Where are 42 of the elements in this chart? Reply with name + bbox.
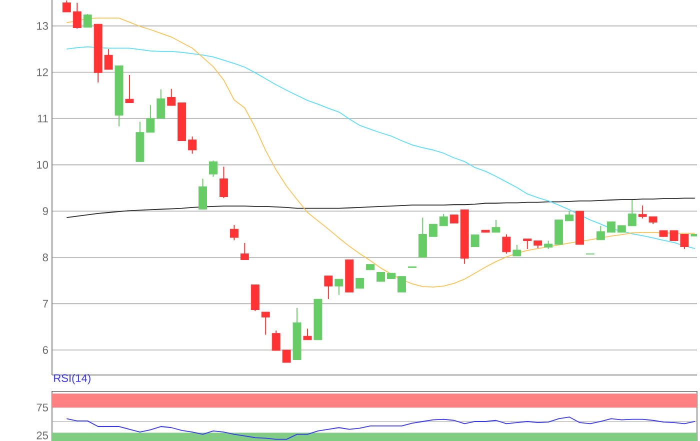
candlestick [167, 88, 176, 106]
candlestick [596, 225, 605, 240]
candlestick [72, 2, 82, 30]
y-tick-label: 7 [42, 300, 48, 308]
candlestick [83, 13, 92, 28]
candlestick [156, 88, 166, 120]
y-tick-label: 11 [38, 114, 48, 122]
candlestick [209, 160, 218, 178]
candlestick [439, 213, 448, 226]
candlestick [512, 244, 522, 257]
y-tick-label: 8 [42, 254, 48, 262]
y-tick-label: 9 [42, 207, 48, 216]
candlestick [324, 275, 333, 300]
candlestick [261, 312, 270, 336]
candlestick [606, 221, 616, 233]
candlestick [428, 224, 438, 237]
candlestick [418, 217, 427, 258]
y-tick-label: 12 [37, 68, 48, 76]
candlestick [230, 224, 238, 241]
candlestick [492, 219, 500, 233]
y-tick-label: 10 [37, 160, 48, 169]
candlestick [198, 178, 208, 210]
candlestick [356, 278, 364, 289]
candlestick [470, 234, 480, 248]
chart-title: RSI(14) [54, 374, 90, 384]
candlestick [502, 234, 511, 254]
candlestick [188, 136, 197, 154]
candlestick [240, 242, 249, 260]
candlestick [523, 238, 532, 250]
candlestick [628, 200, 636, 226]
candlestick [219, 166, 228, 199]
y-tick-label: 75 [36, 404, 48, 412]
y-tick-label: 6 [42, 346, 48, 354]
candlestick [398, 276, 406, 293]
candlestick [125, 74, 134, 104]
candlestick [334, 278, 344, 296]
candlestick [376, 272, 386, 282]
candlestick [62, 0, 71, 13]
candlestick [303, 328, 312, 340]
y-tick-label: 13 [37, 22, 48, 30]
candlestick [565, 210, 574, 222]
y-tick-label: 25 [36, 432, 48, 440]
